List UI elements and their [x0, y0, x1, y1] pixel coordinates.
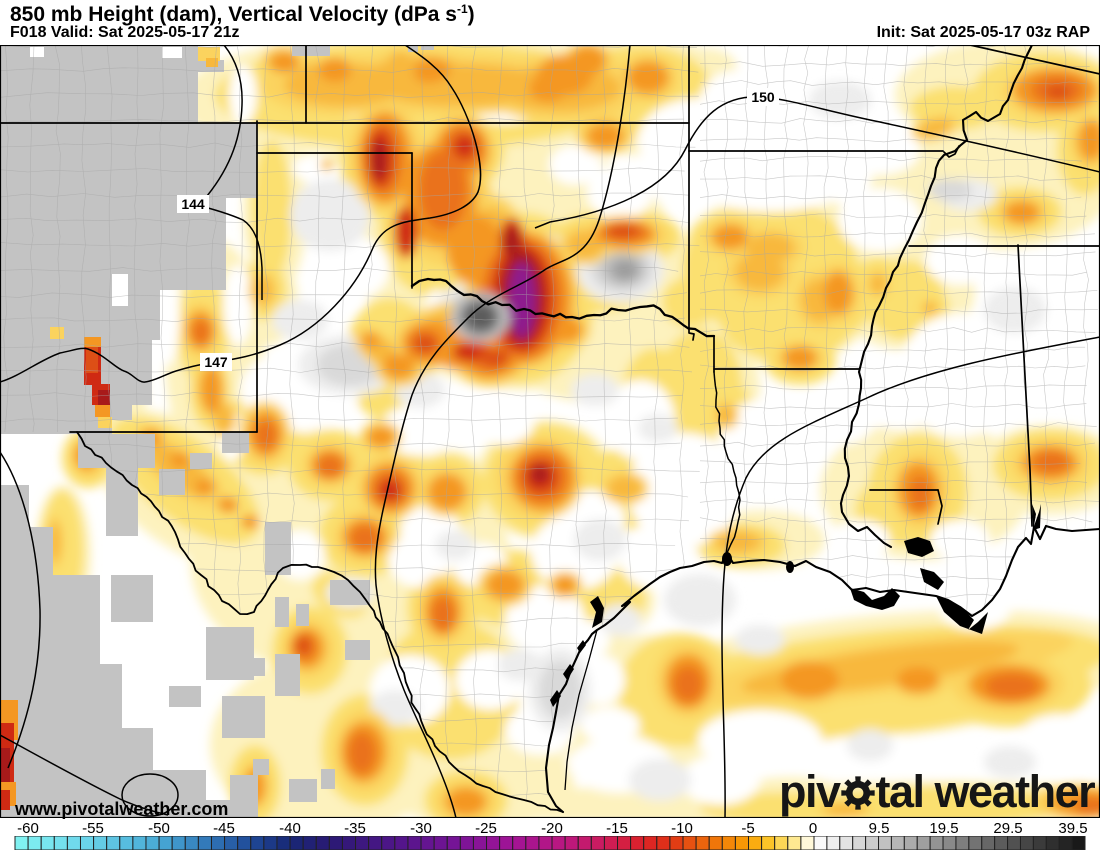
svg-text:144: 144 — [181, 196, 205, 212]
svg-text:150: 150 — [751, 89, 775, 105]
svg-text:147: 147 — [204, 354, 228, 370]
